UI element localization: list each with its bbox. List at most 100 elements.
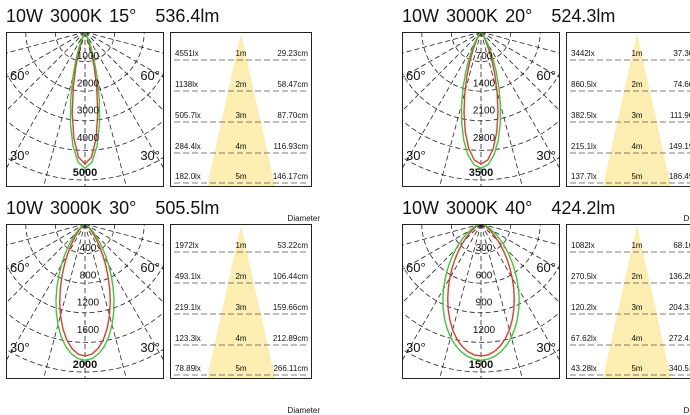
distance-value: 1m <box>235 241 246 250</box>
diameter-label: Diameter <box>288 406 320 415</box>
lumen-label: 505.5lm <box>155 198 219 219</box>
lux-value: 270.5lx <box>571 272 597 281</box>
polar-ring-label: 2000 <box>73 359 97 371</box>
distance-value: 4m <box>631 334 642 343</box>
diameter-value: 340.51cm <box>669 364 690 373</box>
lux-value: 123.3lx <box>175 334 201 343</box>
polar-angle-label-right: 60° <box>140 68 160 83</box>
diameter-value: 146.17cm <box>273 172 308 181</box>
lumen-label: 424.2lm <box>551 198 615 219</box>
lux-value: 860.5lx <box>571 80 597 89</box>
polar-ring-label: 1400 <box>473 78 496 89</box>
beam-angle-label: 40° <box>505 198 532 219</box>
panel-20deg: 10W 3000K 20° 524.3lm 700 1400 2100 2800 3500 60°… <box>402 6 690 196</box>
cct-label: 3000K <box>50 6 102 27</box>
polar-ring-label: 800 <box>80 270 97 281</box>
distance-value: 1m <box>235 49 246 58</box>
diameter-value: 204.31cm <box>669 303 690 312</box>
diameter-value: 272.41cm <box>669 334 690 343</box>
distance-value: 5m <box>631 364 642 373</box>
polar-ring-label: 3500 <box>469 167 493 179</box>
beam-angle-label: 20° <box>505 6 532 27</box>
polar-ring-label: 700 <box>476 51 493 62</box>
polar-angle-label-left: 60° <box>406 68 426 83</box>
lux-value: 219.1lx <box>175 303 201 312</box>
lumen-label: 524.3lm <box>551 6 615 27</box>
cct-label: 3000K <box>50 198 102 219</box>
polar-radial-line <box>402 224 481 350</box>
diameter-label: Diameter <box>684 406 690 415</box>
polar-ring-label: 1600 <box>77 325 100 336</box>
diameter-value: 37.30cm <box>673 49 690 58</box>
lux-value: 215.1lx <box>571 142 597 151</box>
polar-ring-label: 1200 <box>473 325 496 336</box>
lux-value: 1138lx <box>175 80 198 89</box>
distance-value: 5m <box>235 172 246 181</box>
panel-title: 10W 3000K 20° 524.3lm <box>402 6 622 28</box>
diameter-value: 111.90cm <box>670 111 690 120</box>
polar-ring-label: 1200 <box>77 298 100 309</box>
lux-value: 3442lx <box>571 49 595 58</box>
polar-ring-label: 1500 <box>469 359 493 371</box>
diameter-value: 68.10cm <box>673 241 690 250</box>
lumen-label: 536.4lm <box>155 6 219 27</box>
power-label: 10W <box>402 6 439 27</box>
lux-value: 4551lx <box>175 49 199 58</box>
distance-value: 1m <box>631 49 642 58</box>
polar-ring-label: 900 <box>476 298 493 309</box>
lux-value: 505.7lx <box>175 111 201 120</box>
diameter-value: 87.70cm <box>277 111 308 120</box>
lux-value: 78.89lx <box>175 364 201 373</box>
polar-ring-label: 2100 <box>473 106 496 117</box>
polar-ring-label: 400 <box>80 243 97 254</box>
diameter-value: 266.11cm <box>273 364 308 373</box>
polar-radial-line <box>6 224 85 350</box>
distance-value: 4m <box>235 334 246 343</box>
illuminance-svg: 3442lx1m37.30cm860.5lx2m74.60cm382.5lx3m… <box>566 32 690 187</box>
polar-ring-label: 4000 <box>77 133 100 144</box>
lux-value: 382.5lx <box>571 111 597 120</box>
polar-ring-label: 600 <box>476 270 493 281</box>
illuminance-table: 3442lx1m37.30cm860.5lx2m74.60cm382.5lx3m… <box>566 32 690 187</box>
diameter-value: 212.89cm <box>273 334 308 343</box>
polar-ring-label: 5000 <box>73 167 97 179</box>
polar-ring-label: 1000 <box>77 51 100 62</box>
diameter-value: 74.60cm <box>673 80 690 89</box>
distance-value: 2m <box>631 272 642 281</box>
lux-value: 1082lx <box>571 241 595 250</box>
polar-radial-line <box>402 32 481 158</box>
polar-angle-label-right: 30° <box>536 148 556 163</box>
power-label: 10W <box>6 198 43 219</box>
distance-value: 3m <box>235 111 246 120</box>
polar-angle-label-left: 30° <box>10 148 30 163</box>
illuminance-svg: 1082lx1m68.10cm270.5lx2m136.20cm120.2lx3… <box>566 224 690 379</box>
polar-angle-label-left: 30° <box>406 340 426 355</box>
diameter-value: 149.19cm <box>669 142 690 151</box>
polar-ring-label: 300 <box>476 243 493 254</box>
power-label: 10W <box>6 6 43 27</box>
lux-value: 1972lx <box>175 241 199 250</box>
distance-value: 5m <box>631 172 642 181</box>
lux-value: 284.4lx <box>175 142 201 151</box>
polar-ring-label: 2800 <box>473 133 496 144</box>
lux-value: 493.1lx <box>175 272 201 281</box>
diameter-value: 58.47cm <box>277 80 308 89</box>
polar-angle-label-left: 30° <box>10 340 30 355</box>
panel-title: 10W 3000K 30° 505.5lm <box>6 198 226 220</box>
cct-label: 3000K <box>446 6 498 27</box>
distance-value: 1m <box>631 241 642 250</box>
polar-angle-label-right: 60° <box>140 260 160 275</box>
illuminance-table: 1082lx1m68.10cm270.5lx2m136.20cm120.2lx3… <box>566 224 690 379</box>
polar-angle-label-left: 60° <box>10 68 30 83</box>
power-label: 10W <box>402 198 439 219</box>
polar-ring-label: 3000 <box>77 106 100 117</box>
distance-value: 3m <box>631 303 642 312</box>
beam-angle-label: 15° <box>109 6 136 27</box>
beam-angle-label: 30° <box>109 198 136 219</box>
